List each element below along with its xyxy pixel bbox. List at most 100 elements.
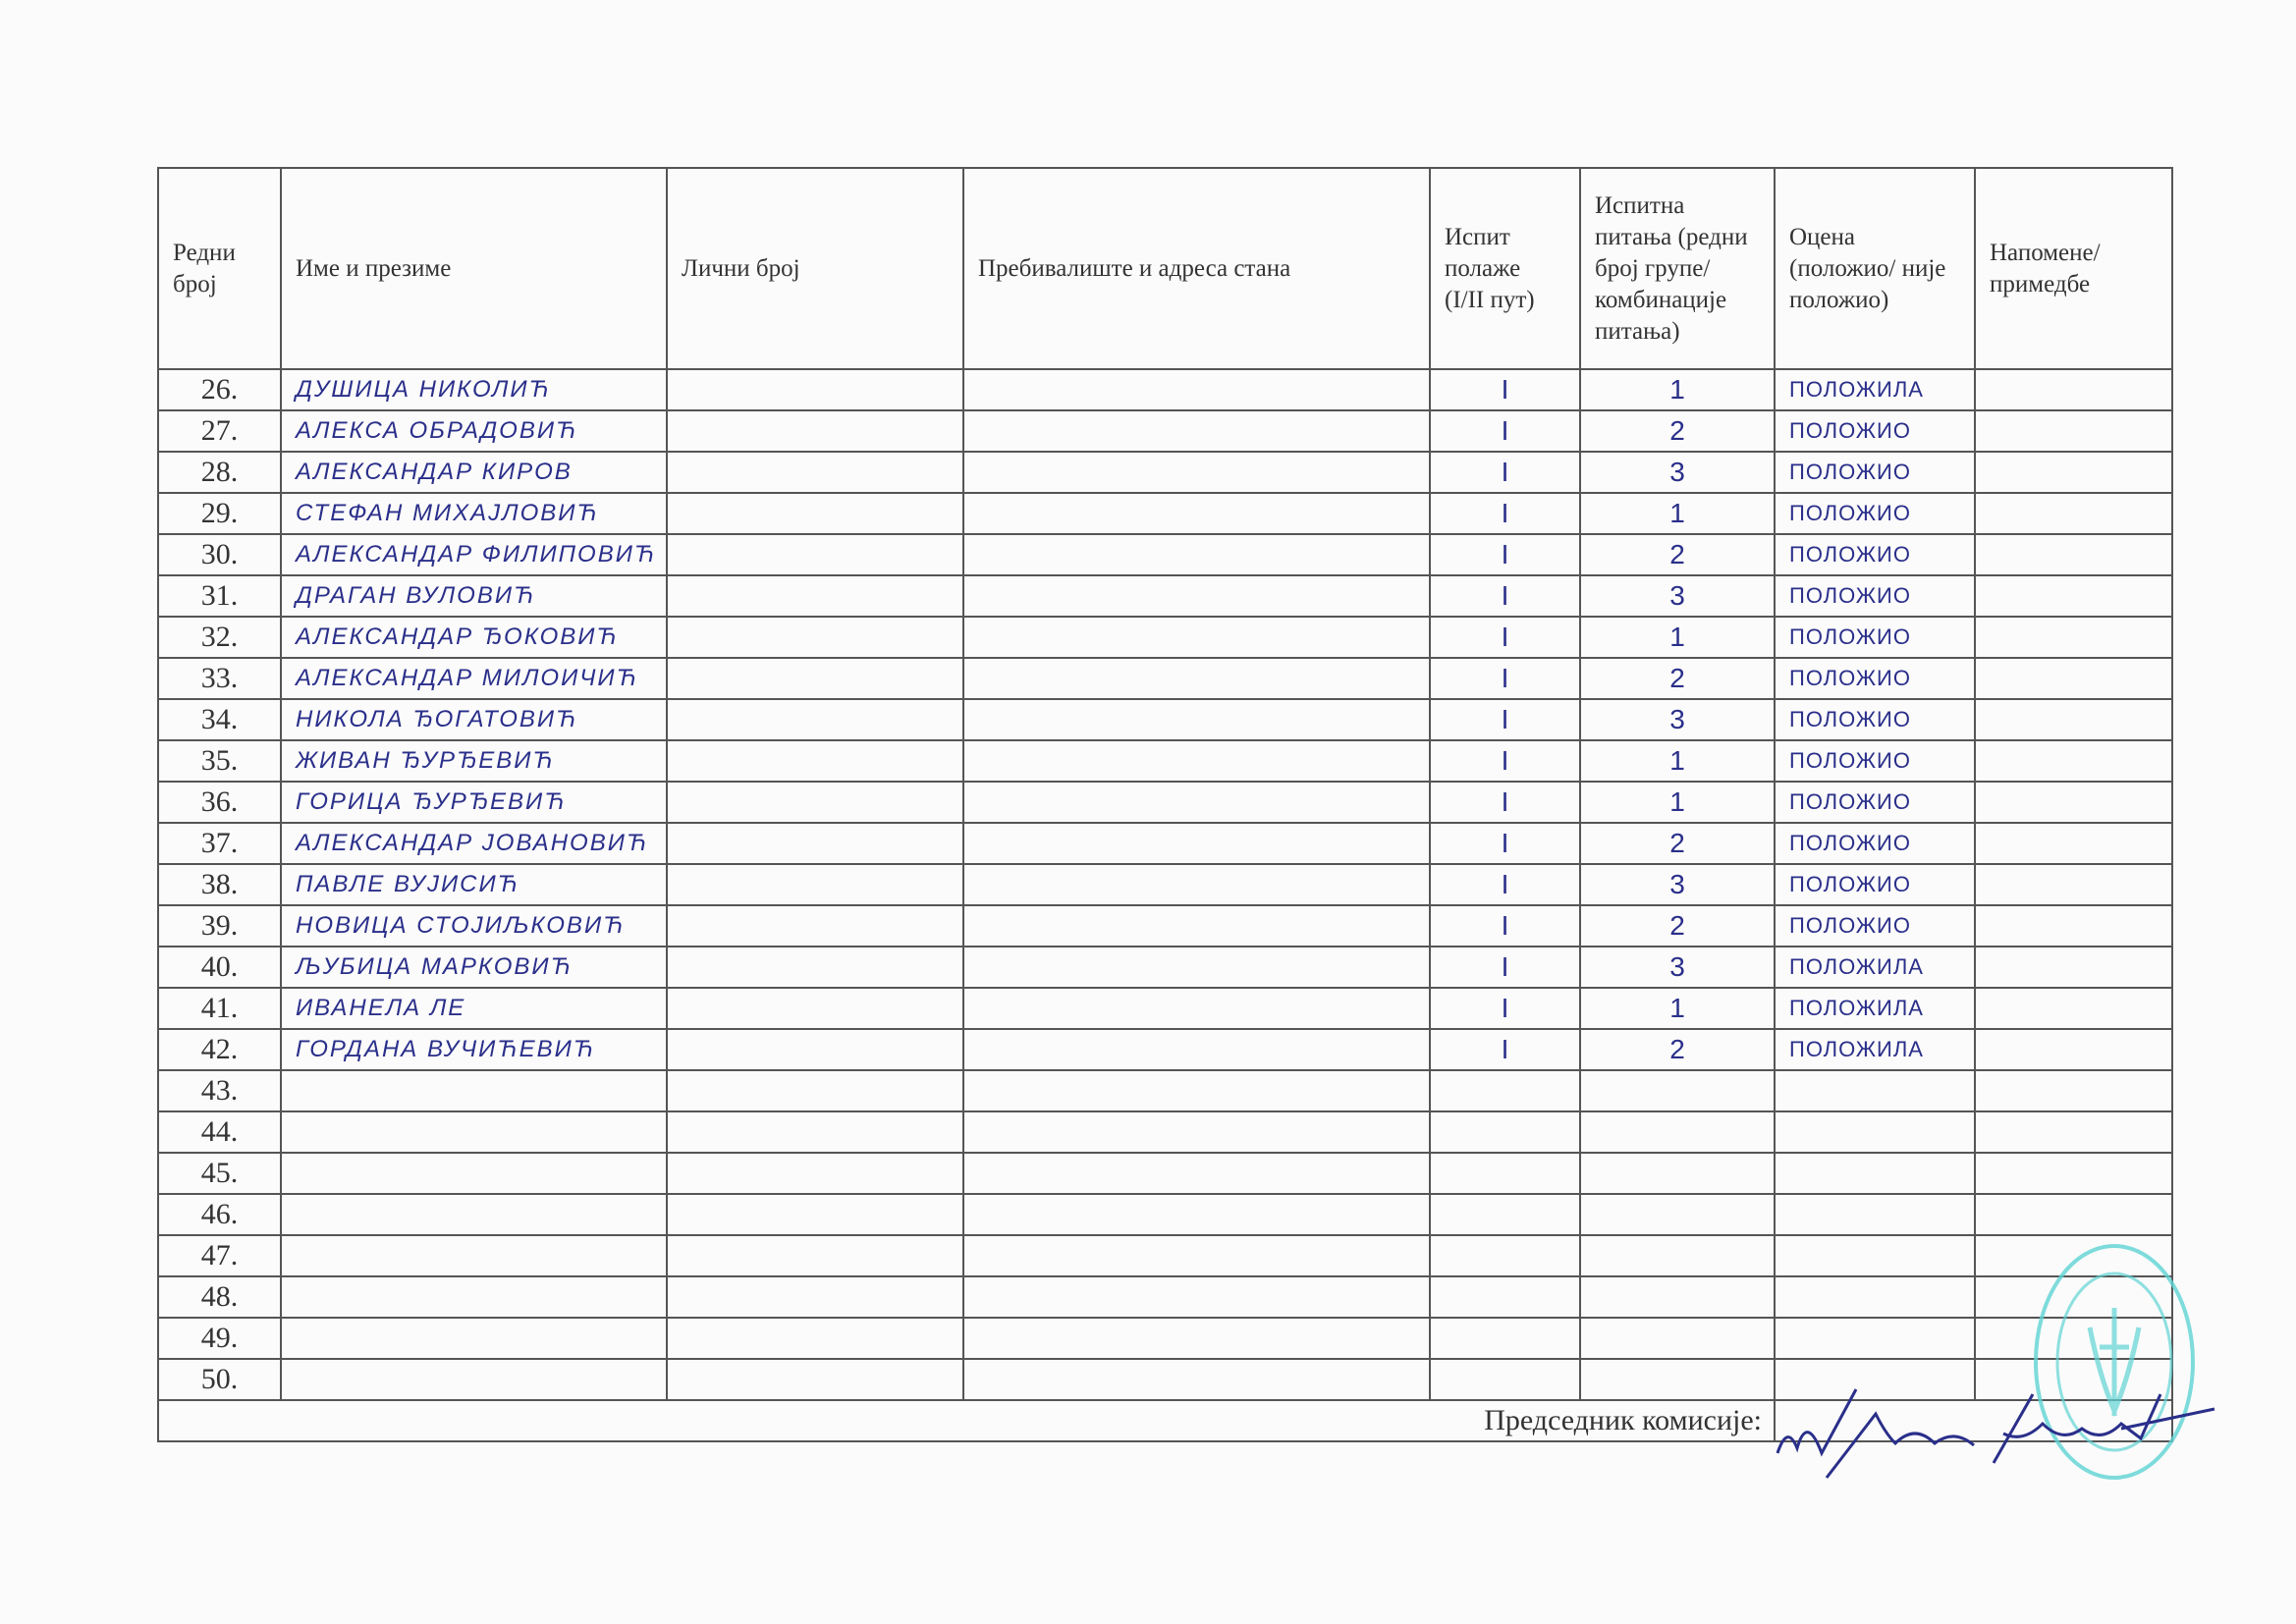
attempt: I — [1429, 574, 1581, 618]
notes — [1974, 574, 2173, 618]
grade: ПОЛОЖИО — [1774, 863, 1976, 906]
table-row: 40. ЉУБИЦА МАРКОВИЋ I 3 ПОЛОЖИЛА — [157, 946, 2173, 989]
table-row: 35. ЖИВАН ЂУРЂЕВИЋ I 1 ПОЛОЖИО — [157, 739, 2173, 783]
attempt — [1429, 1193, 1581, 1236]
table-row: 48. — [157, 1275, 2173, 1319]
personal-id — [666, 657, 964, 700]
grade: ПОЛОЖИО — [1774, 409, 1976, 453]
attempt — [1429, 1069, 1581, 1112]
personal-id — [666, 1110, 964, 1154]
question-group: 2 — [1579, 657, 1776, 700]
question-group: 3 — [1579, 451, 1776, 494]
question-group: 1 — [1579, 616, 1776, 659]
personal-id — [666, 1358, 964, 1401]
candidate-name — [280, 1234, 668, 1277]
notes — [1974, 739, 2173, 783]
grade: ПОЛОЖИО — [1774, 904, 1976, 947]
grade: ПОЛОЖИО — [1774, 574, 1976, 618]
grade — [1774, 1152, 1976, 1195]
row-number: 26. — [157, 368, 282, 411]
personal-id — [666, 492, 964, 535]
question-group — [1579, 1069, 1776, 1112]
address — [962, 657, 1431, 700]
address — [962, 863, 1431, 906]
header-number: Редни број — [157, 167, 282, 370]
address — [962, 698, 1431, 741]
personal-id — [666, 781, 964, 824]
table-row: 38. ПАВЛЕ ВУЈИСИЋ I 3 ПОЛОЖИО — [157, 863, 2173, 906]
personal-id — [666, 451, 964, 494]
candidate-name — [280, 1069, 668, 1112]
personal-id — [666, 533, 964, 576]
table-row: 28. АЛЕКСАНДАР КИРОВ I 3 ПОЛОЖИО — [157, 451, 2173, 494]
table-row: 44. — [157, 1110, 2173, 1154]
personal-id — [666, 1317, 964, 1360]
candidate-name: АЛЕКСАНДАР ЂОКОВИЋ — [280, 616, 668, 659]
grade: ПОЛОЖИЛА — [1774, 368, 1976, 411]
address — [962, 574, 1431, 618]
row-number: 43. — [157, 1069, 282, 1112]
notes — [1974, 863, 2173, 906]
row-number: 36. — [157, 781, 282, 824]
candidate-name: НИКОЛА ЂОГАТОВИЋ — [280, 698, 668, 741]
table-row: 43. — [157, 1069, 2173, 1112]
notes — [1974, 1193, 2173, 1236]
notes — [1974, 616, 2173, 659]
attempt — [1429, 1275, 1581, 1319]
candidate-name — [280, 1152, 668, 1195]
question-group — [1579, 1152, 1776, 1195]
personal-id — [666, 698, 964, 741]
table-row: 31. ДРАГАН ВУЛОВИЋ I 3 ПОЛОЖИО — [157, 574, 2173, 618]
row-number: 50. — [157, 1358, 282, 1401]
candidate-name: ГОРИЦА ЂУРЂЕВИЋ — [280, 781, 668, 824]
table-row: 39. НОВИЦА СТОЈИЉКОВИЋ I 2 ПОЛОЖИО — [157, 904, 2173, 947]
personal-id — [666, 822, 964, 865]
address — [962, 822, 1431, 865]
table-row: 36. ГОРИЦА ЂУРЂЕВИЋ I 1 ПОЛОЖИО — [157, 781, 2173, 824]
address — [962, 451, 1431, 494]
personal-id — [666, 1069, 964, 1112]
question-group — [1579, 1234, 1776, 1277]
address — [962, 1152, 1431, 1195]
candidate-name — [280, 1193, 668, 1236]
grade: ПОЛОЖИО — [1774, 657, 1976, 700]
notes — [1974, 409, 2173, 453]
notes — [1974, 533, 2173, 576]
address — [962, 1028, 1431, 1071]
address — [962, 1110, 1431, 1154]
address — [962, 533, 1431, 576]
attempt: I — [1429, 492, 1581, 535]
notes — [1974, 1152, 2173, 1195]
row-number: 35. — [157, 739, 282, 783]
attempt: I — [1429, 368, 1581, 411]
personal-id — [666, 1275, 964, 1319]
candidate-name: АЛЕКСА ОБРАДОВИЋ — [280, 409, 668, 453]
attempt: I — [1429, 739, 1581, 783]
row-number: 37. — [157, 822, 282, 865]
personal-id — [666, 616, 964, 659]
row-number: 32. — [157, 616, 282, 659]
notes — [1974, 1028, 2173, 1071]
grade: ПОЛОЖИО — [1774, 698, 1976, 741]
candidate-name: ДРАГАН ВУЛОВИЋ — [280, 574, 668, 618]
attempt — [1429, 1317, 1581, 1360]
address — [962, 1317, 1431, 1360]
row-number: 34. — [157, 698, 282, 741]
grade: ПОЛОЖИЛА — [1774, 987, 1976, 1030]
grade: ПОЛОЖИО — [1774, 451, 1976, 494]
question-group — [1579, 1193, 1776, 1236]
personal-id — [666, 409, 964, 453]
table-row: 32. АЛЕКСАНДАР ЂОКОВИЋ I 1 ПОЛОЖИО — [157, 616, 2173, 659]
row-number: 46. — [157, 1193, 282, 1236]
header-row: Редни број Име и презиме Лични број Преб… — [157, 167, 2173, 370]
personal-id — [666, 1152, 964, 1195]
attempt: I — [1429, 946, 1581, 989]
row-number: 30. — [157, 533, 282, 576]
table-row: 49. — [157, 1317, 2173, 1360]
personal-id — [666, 1193, 964, 1236]
candidate-name: ДУШИЦА НИКОЛИЋ — [280, 368, 668, 411]
candidate-name: ЖИВАН ЂУРЂЕВИЋ — [280, 739, 668, 783]
address — [962, 1234, 1431, 1277]
grade: ПОЛОЖИО — [1774, 739, 1976, 783]
exam-record-table: Редни број Име и презиме Лични број Преб… — [157, 167, 2173, 1442]
